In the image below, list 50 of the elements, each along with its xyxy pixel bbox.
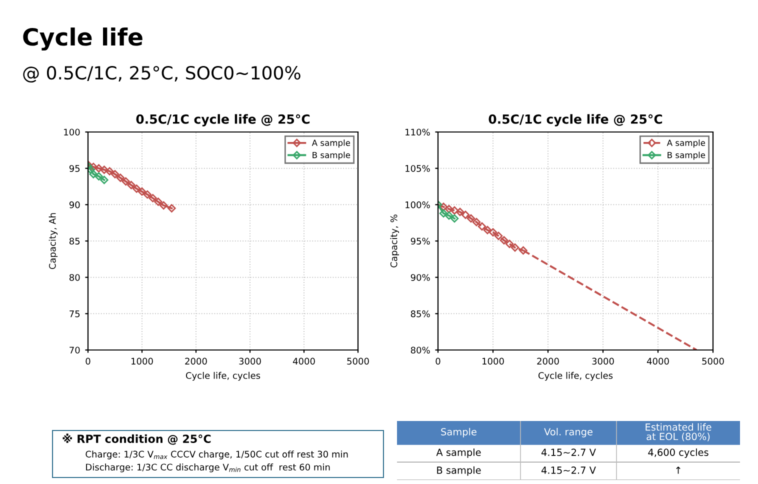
y-tick-label: 70 [70,346,80,354]
category-label: Estimated life at EOL (80%) [646,423,712,442]
text: 4.15~2.7 V [541,466,596,474]
text: Charge: 1/3C V$_{max}$ CCCV charge, 1/50C cut off rest 30 min [86,450,348,460]
category-label: Vol. range [544,428,592,438]
legend-label: B sample [312,152,350,160]
category-label: Sample [441,428,476,438]
legend-label: A sample [666,140,706,148]
text: @ 0.5C/1C, 25°C, SOC0~100% [23,66,300,83]
x-tick-label: 5000 [702,358,724,365]
x-tick-label: 1000 [482,358,504,365]
legend-label: A sample [312,140,350,148]
y-tick-label: 80 [69,274,80,281]
y-tick-label: 105% [406,165,430,172]
y-tick-label: 90% [410,274,430,281]
legend-label: B sample [668,152,706,160]
text: 4,600 cycles [648,448,708,458]
x-tick-label: 0 [436,358,440,365]
text: ↑ [676,466,680,474]
x-tick-label: 3000 [239,358,261,365]
x-tick-label: 2000 [537,358,559,365]
text: Discharge: 1/3C CC discharge V$_{min}$ cut off rest 60 min [86,464,330,472]
y-tick-label: 110% [406,128,430,136]
text: 4.15~2.7 V [541,448,596,456]
chart-title: 0.5C/1C cycle life @ 25°C [136,114,310,126]
x-tick-label: 5000 [347,358,369,365]
y-tick-label: 95 [69,165,80,172]
y-tick-label: 95% [410,238,430,245]
y-axis-title: Capacity, % [390,214,399,268]
text: Cycle life [23,28,142,51]
x-tick-label: 4000 [646,358,669,365]
y-axis-title: Capacity, Ah [48,213,58,270]
x-tick-label: 1000 [132,358,153,365]
text: A sample [436,448,481,458]
y-tick-label: 90 [69,201,80,208]
y-tick-label: 80% [410,346,430,354]
y-tick-label: 85% [410,310,430,318]
x-axis-title: Cycle life, cycles [186,372,260,381]
x-axis-title: Cycle life, cycles [538,372,613,381]
chart-title: 0.5C/1C cycle life @ 25°C [488,114,662,126]
x-tick-label: 4000 [292,358,315,365]
x-tick-label: 0 [86,358,90,365]
y-tick-label: 85 [69,238,80,245]
y-tick-label: 75 [70,310,80,318]
y-tick-label: 100 [64,128,80,136]
y-tick-label: 100% [406,201,430,208]
x-tick-label: 2000 [185,358,207,365]
text: ※ RPT condition @ 25°C [62,434,211,445]
x-tick-label: 3000 [592,358,614,365]
text: B sample [437,466,481,476]
